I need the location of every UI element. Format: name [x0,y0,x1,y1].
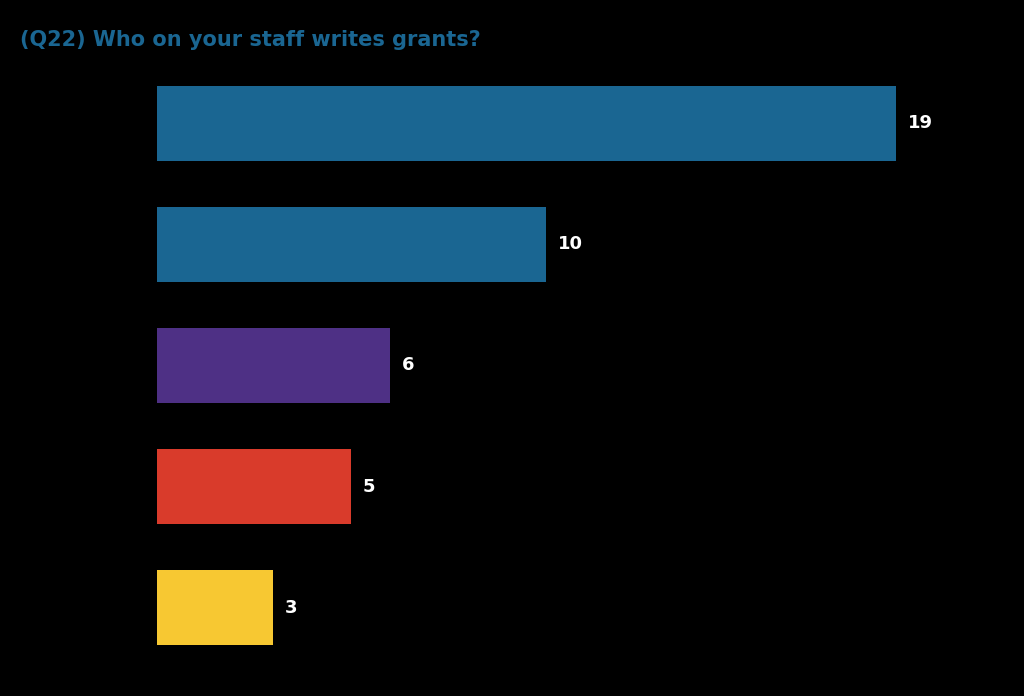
Text: 6: 6 [401,356,415,374]
Bar [157,449,351,524]
Bar [157,207,546,282]
Text: 3: 3 [285,599,298,617]
Bar [157,570,273,645]
Bar [157,328,390,403]
Text: 5: 5 [362,477,376,496]
Text: 19: 19 [907,114,933,132]
Text: 10: 10 [557,235,583,253]
Text: (Q22) Who on your staff writes grants?: (Q22) Who on your staff writes grants? [20,30,481,50]
Bar [157,86,896,161]
